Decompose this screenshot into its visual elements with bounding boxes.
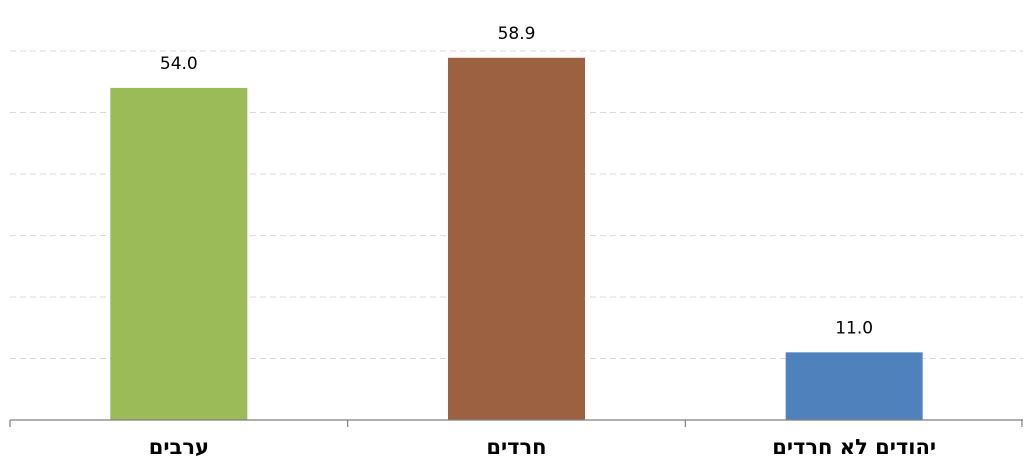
bar — [110, 87, 248, 421]
x-axis — [9, 419, 1023, 427]
bars — [110, 57, 923, 421]
bar — [448, 57, 585, 420]
category-labels: ערבים חרדים יהודים לא חרדים — [149, 435, 936, 459]
value-labels: 54.0 58.9 11.0 — [160, 24, 873, 339]
bar — [785, 352, 923, 420]
category-label: יהודים לא חרדים — [772, 435, 936, 459]
data-label: 58.9 — [498, 24, 536, 44]
category-label: חרדים — [486, 435, 546, 459]
data-label: 54.0 — [160, 54, 198, 74]
data-label: 11.0 — [835, 318, 873, 338]
category-label: ערבים — [149, 435, 209, 459]
